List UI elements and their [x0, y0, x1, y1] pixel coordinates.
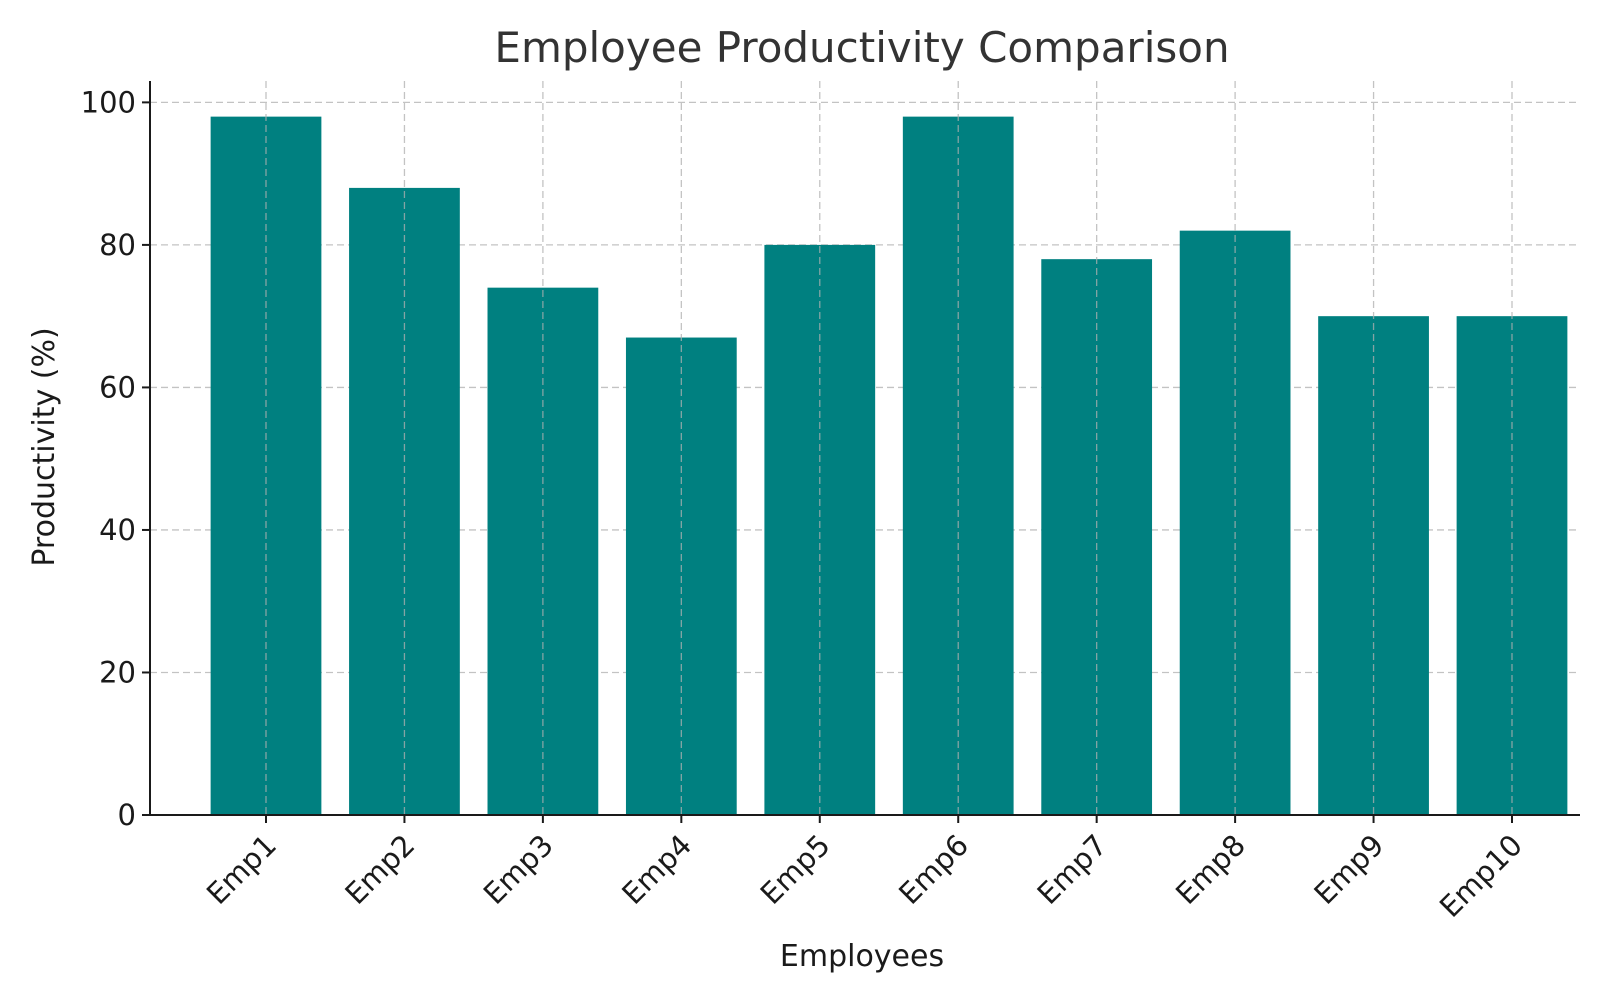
y-tick-label: 80: [99, 228, 136, 262]
x-tick-label: Emp2: [338, 828, 421, 911]
x-tick-label: Emp4: [615, 828, 698, 911]
vertical-grid-layer: [265, 81, 1513, 815]
x-axis-label: Employees: [780, 939, 944, 974]
x-tick-label: Emp10: [1433, 828, 1529, 924]
y-tick-label: 20: [99, 655, 136, 689]
x-tick-label: Emp6: [892, 828, 975, 911]
x-tick-label: Emp1: [200, 828, 283, 911]
chart-title: Employee Productivity Comparison: [494, 23, 1229, 72]
bar-emp5: [764, 244, 876, 816]
y-tick-label: 40: [99, 513, 136, 547]
x-tick-label: Emp7: [1031, 828, 1114, 911]
y-tick-label: 60: [99, 370, 136, 404]
y-tick-label: 100: [81, 85, 136, 119]
bar-layer: [210, 116, 1568, 816]
bar-emp3: [487, 287, 599, 816]
y-tick-label: 0: [118, 798, 136, 832]
axis-layer: [149, 81, 1580, 816]
x-tick-label: Emp3: [477, 828, 560, 911]
x-tick-label: Emp9: [1307, 828, 1390, 911]
x-tick-label: Emp8: [1169, 828, 1252, 911]
y-axis-label: Productivity (%): [27, 327, 62, 566]
x-tick-label: Emp5: [754, 828, 837, 911]
